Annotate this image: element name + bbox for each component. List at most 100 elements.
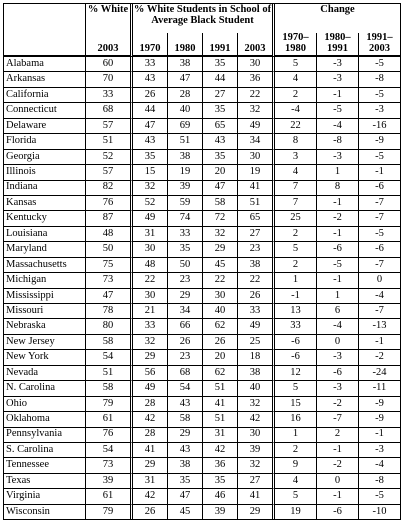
pct-1991-cell: 51 xyxy=(203,412,238,428)
state-cell: Pennsylvania xyxy=(4,427,86,443)
change-1980-1991-cell: -1 xyxy=(317,273,359,289)
table-row: Illinois 57 15 19 20 19 4 1 -1 xyxy=(4,165,400,181)
table-row: S. Carolina 54 41 43 42 39 2 -1 -3 xyxy=(4,442,400,459)
table-row: Maryland 50 30 35 29 23 5 -6 -6 xyxy=(4,242,400,258)
change-1991-2003-cell: -8 xyxy=(359,72,400,88)
pct-2003-cell: 25 xyxy=(238,334,275,351)
pct-1970-cell: 43 xyxy=(133,134,168,150)
change-1970-1980-cell: -6 xyxy=(275,350,317,366)
state-cell: Kansas xyxy=(4,195,86,212)
year-header-white-2003: 2003 xyxy=(86,33,133,57)
table-row: Kentucky 87 49 74 72 65 25 -2 -7 xyxy=(4,211,400,227)
change-1991-2003-cell: -7 xyxy=(359,196,400,212)
change-1991-2003-cell: -5 xyxy=(359,88,400,104)
table-row: Mississippi 47 30 29 30 26 -1 1 -4 xyxy=(4,288,400,304)
change-1980-1991-cell: -3 xyxy=(317,350,359,366)
pct-2003-cell: 38 xyxy=(238,365,275,382)
pct-1970-cell: 31 xyxy=(133,226,168,243)
change-1991-2003-cell: -5 xyxy=(359,57,400,73)
change-1970-1980-cell: 2 xyxy=(275,442,317,459)
pct-white-cell: 76 xyxy=(86,427,133,443)
change-1980-1991-cell: -2 xyxy=(317,396,359,413)
state-cell: Nevada xyxy=(4,365,86,382)
pct-2003-cell: 65 xyxy=(238,211,275,227)
change-1970-1980-cell: 16 xyxy=(275,412,317,428)
state-cell: Maryland xyxy=(4,242,86,258)
change-1991-2003-cell: -9 xyxy=(359,134,400,150)
change-1980-1991-cell: -5 xyxy=(317,103,359,119)
change-1970-1980-cell: 5 xyxy=(275,489,317,505)
pct-1991-cell: 65 xyxy=(203,118,238,135)
pct-1980-cell: 59 xyxy=(168,195,203,212)
pct-1970-cell: 30 xyxy=(133,288,168,304)
school-header: % White Students in School of Average Bl… xyxy=(133,4,275,33)
pct-1980-cell: 35 xyxy=(168,242,203,258)
pct-1970-cell: 32 xyxy=(133,180,168,196)
table-row: Nebraska 80 33 66 62 49 33 -4 -13 xyxy=(4,319,400,335)
change-1991-2003-cell: -5 xyxy=(359,150,400,166)
pct-2003-cell: 22 xyxy=(238,87,275,104)
pct-1980-cell: 50 xyxy=(168,257,203,274)
state-cell: Connecticut xyxy=(4,103,86,119)
table-row: Wisconsin 79 26 45 39 29 19 -6 -10 xyxy=(4,504,400,520)
change-1970-1980-cell: 1 xyxy=(275,273,317,289)
change-1991-2003-cell: -10 xyxy=(372,505,387,517)
table-body: Alabama 60 33 38 35 30 5 -3 -5 Arkansas 70 43 47 44 36… xyxy=(4,57,400,520)
state-cell: Michigan xyxy=(4,273,86,289)
change-1991-2003-cell: -7 xyxy=(359,258,400,274)
pct-2003-cell: 39 xyxy=(238,442,275,459)
change-1970-1980-cell: 3 xyxy=(275,149,317,166)
change-1991-2003-cell: -13 xyxy=(359,319,400,335)
change-1991-2003-cell: -4 xyxy=(359,458,400,474)
change-1980-1991-cell: -5 xyxy=(317,257,359,274)
pct-1970-cell: 44 xyxy=(133,103,168,119)
change-1980-1991-cell: -3 xyxy=(317,149,359,166)
pct-1991-cell: 44 xyxy=(203,72,238,88)
header-row-bottom: 2003 1970 1980 1991 2003 1970–1980 1980–… xyxy=(4,32,400,57)
change-1980-1991-cell: -6 xyxy=(317,504,359,520)
change-1980-1991-cell: -6 xyxy=(317,365,359,382)
pct-2003-cell: 51 xyxy=(238,195,275,212)
state-cell: Tennessee xyxy=(4,458,86,474)
change-1980-1991-cell: -4 xyxy=(317,118,359,135)
change-header-1970-1980: 1970–1980 xyxy=(275,32,317,57)
pct-1991-cell: 27 xyxy=(203,87,238,104)
change-1991-2003-cell: -3 xyxy=(359,443,400,459)
change-1991-2003-cell: -7 xyxy=(359,211,400,227)
change-1980-1991-cell: -2 xyxy=(317,458,359,474)
pct-1980-cell: 33 xyxy=(168,226,203,243)
pct-white-cell: 48 xyxy=(86,226,133,243)
pct-1970-cell: 21 xyxy=(133,304,168,320)
pct-2003-cell: 22 xyxy=(238,273,275,289)
pct-white-cell: 57 xyxy=(86,165,133,181)
change-1991-2003-cell: -4 xyxy=(359,289,400,304)
segregation-table: % White % White Students in School of Av… xyxy=(3,3,401,520)
pct-1991-cell: 46 xyxy=(203,489,238,505)
pct-1980-cell: 28 xyxy=(168,87,203,104)
change-1970-1980-cell: 1 xyxy=(275,427,317,443)
pct-2003-cell: 30 xyxy=(238,427,275,443)
change-1991-2003-cell: -16 xyxy=(359,119,400,135)
state-cell: Ohio xyxy=(4,396,86,413)
pct-1980-cell: 40 xyxy=(168,103,203,119)
change-1991-2003-cell: -2 xyxy=(359,350,400,366)
change-1970-1980-cell: -4 xyxy=(275,103,317,119)
table-row: Oklahoma 61 42 58 51 42 16 -7 -9 xyxy=(4,412,400,428)
pct-1970-cell: 47 xyxy=(133,118,168,135)
change-1970-1980-cell: 7 xyxy=(275,180,317,196)
table-row: Michigan 73 22 23 22 22 1 -1 0 xyxy=(4,273,400,289)
table-row: New York 54 29 23 20 18 -6 -3 -2 xyxy=(4,350,400,366)
pct-1970-cell: 56 xyxy=(133,365,168,382)
table-row: Arkansas 70 43 47 44 36 4 -3 -8 xyxy=(4,72,400,88)
pct-white-cell: 61 xyxy=(86,412,133,428)
pct-2003-cell: 19 xyxy=(238,165,275,181)
change-1970-1980-cell: 2 xyxy=(275,226,317,243)
pct-1980-cell: 38 xyxy=(168,149,203,166)
pct-1980-cell: 43 xyxy=(168,396,203,413)
change-1991-2003-cell: -7 xyxy=(359,304,400,320)
state-cell: Oklahoma xyxy=(4,412,86,428)
change-1970-1980-cell: 5 xyxy=(275,242,317,258)
pct-2003-cell: 33 xyxy=(238,304,275,320)
change-1970-1980-cell: 19 xyxy=(275,504,317,520)
table-row: Connecticut 68 44 40 35 32 -4 -5 -3 xyxy=(4,103,400,119)
